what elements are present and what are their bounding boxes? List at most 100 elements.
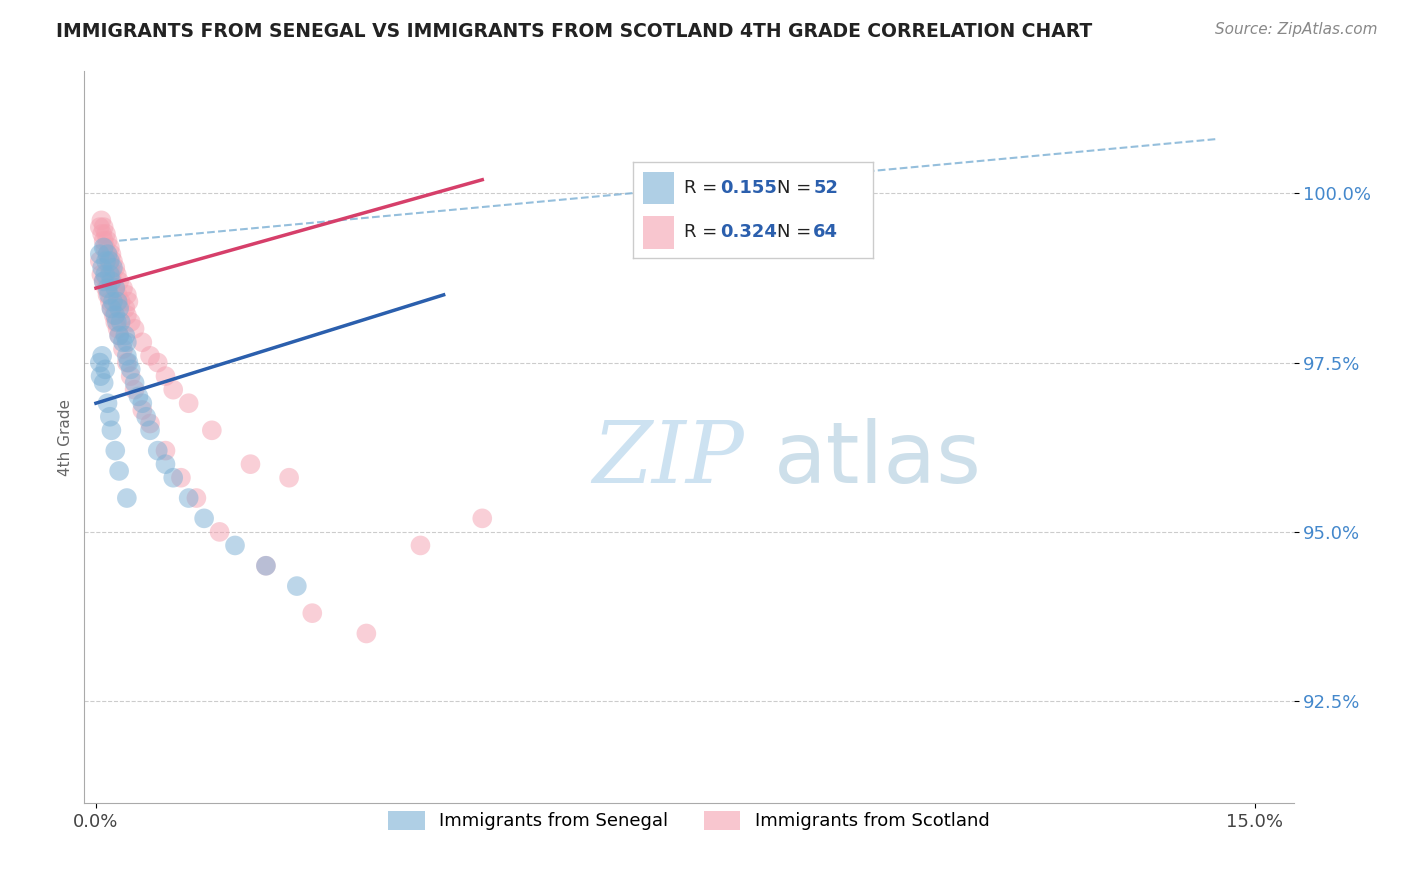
Point [96,234,118,248]
Point [101,260,124,275]
Point [186,491,208,505]
Point [94,227,117,241]
Point [104,443,127,458]
Point [108,301,131,316]
Point [117,294,139,309]
Point [101,254,124,268]
Text: R =: R = [683,223,723,241]
Point [115,308,138,322]
Point [278,471,301,485]
Point [90,369,112,384]
Point [208,524,231,539]
Point [115,491,138,505]
Point [135,409,157,424]
Point [155,369,177,384]
Point [239,457,262,471]
Point [115,355,138,369]
Point [89,355,111,369]
Point [107,322,129,336]
Point [98,268,121,282]
Point [94,362,117,376]
Point [131,403,153,417]
Point [96,396,118,410]
Point [131,396,153,410]
Point [89,220,111,235]
Point [162,471,184,485]
Point [120,362,142,376]
Point [115,349,138,363]
Point [111,342,134,356]
Point [100,247,122,261]
Point [104,281,127,295]
Point [100,274,122,288]
Point [117,355,139,369]
Point [98,288,121,302]
Point [96,247,118,261]
Text: 0.324: 0.324 [720,223,776,241]
Point [98,260,121,275]
Point [100,423,122,437]
Text: N =: N = [778,179,817,197]
Point [105,315,128,329]
Point [254,558,277,573]
Point [124,383,146,397]
Point [193,511,215,525]
Point [96,281,118,295]
Point [254,558,277,573]
Point [124,376,146,390]
Point [114,301,136,316]
Point [471,511,494,525]
Point [155,443,177,458]
Point [94,268,117,282]
Point [94,281,117,295]
Point [101,294,124,309]
Text: IMMIGRANTS FROM SENEGAL VS IMMIGRANTS FROM SCOTLAND 4TH GRADE CORRELATION CHART: IMMIGRANTS FROM SENEGAL VS IMMIGRANTS FR… [56,22,1092,41]
Point [90,268,112,282]
Point [139,417,162,431]
Point [108,274,131,288]
Point [170,471,193,485]
Text: N =: N = [778,223,817,241]
Text: Source: ZipAtlas.com: Source: ZipAtlas.com [1215,22,1378,37]
Legend: Immigrants from Senegal, Immigrants from Scotland: Immigrants from Senegal, Immigrants from… [381,804,997,838]
Point [139,349,162,363]
Point [115,335,138,350]
Point [107,288,129,302]
Point [93,274,115,288]
Point [108,464,131,478]
Point [104,315,127,329]
Point [96,288,118,302]
Point [201,423,224,437]
Text: atlas: atlas [773,417,981,500]
Point [110,294,132,309]
Point [111,281,134,295]
Bar [643,171,673,204]
Text: 0.155: 0.155 [720,179,776,197]
Point [94,254,117,268]
Point [93,234,115,248]
Point [98,409,121,424]
Point [104,308,127,322]
Point [131,335,153,350]
Point [285,579,308,593]
Point [94,240,117,254]
Point [89,254,111,268]
Point [107,294,129,309]
Text: 64: 64 [813,223,838,241]
Point [104,260,127,275]
Point [155,457,177,471]
Point [101,274,124,288]
Point [100,301,122,316]
Point [146,355,169,369]
Point [356,626,378,640]
Point [162,383,184,397]
Text: ZIP: ZIP [592,417,744,500]
Point [91,260,114,275]
Y-axis label: 4th Grade: 4th Grade [58,399,73,475]
Point [127,389,149,403]
Point [93,376,115,390]
Point [120,315,142,329]
Point [110,315,132,329]
Bar [643,216,673,249]
Point [301,606,323,620]
